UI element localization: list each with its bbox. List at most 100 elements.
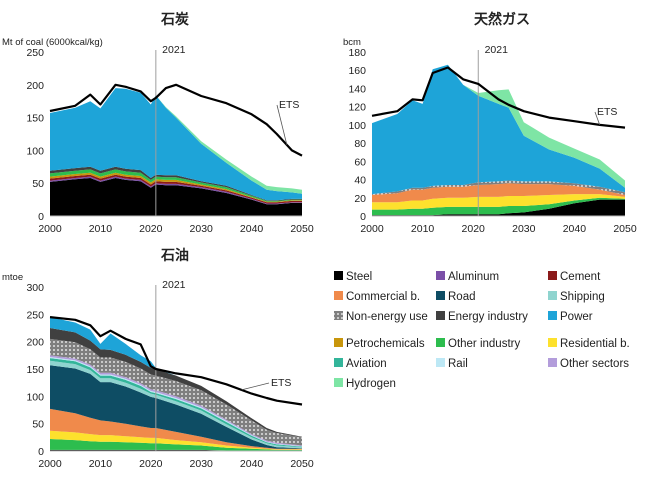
y-tick-label: 250 — [26, 47, 44, 59]
area-coal-petrochemicals — [50, 172, 302, 203]
legend-label-steel: Steel — [346, 271, 372, 283]
x-tick-label: 2010 — [411, 223, 435, 235]
y-tick-label: 100 — [26, 391, 44, 403]
y-tick-label: 0 — [38, 211, 44, 223]
y-tick-label: 80 — [354, 138, 366, 150]
x-tick-label: 2000 — [38, 458, 62, 470]
ets-leader-coal — [276, 104, 288, 146]
legend-item-aviation: Aviation — [334, 358, 387, 370]
y-tick-label: 300 — [26, 282, 44, 294]
marker-label-2021: 2021 — [485, 44, 509, 56]
x-tick-label: 2000 — [360, 223, 384, 235]
legend-label-aviation: Aviation — [346, 358, 387, 370]
area-gas-other_industry — [372, 197, 625, 216]
legend-label-energy_industry: Energy industry — [448, 311, 528, 323]
legend-item-hydrogen: Hydrogen — [334, 378, 396, 390]
legend-item-steel: Steel — [334, 271, 372, 283]
y-tick-label: 150 — [26, 113, 44, 125]
y-axis-label-gas: bcm — [343, 37, 361, 48]
legend-swatch-shipping — [548, 291, 557, 300]
y-tick-label: 150 — [26, 364, 44, 376]
x-tick-label: 2010 — [89, 458, 113, 470]
legend-swatch-steel — [334, 271, 343, 280]
area-coal-power — [50, 88, 302, 201]
area-gas-residential — [372, 194, 625, 210]
legend-swatch-commercial — [334, 291, 343, 300]
y-tick-label: 100 — [26, 145, 44, 157]
x-tick-label: 2050 — [290, 223, 314, 235]
y-tick-label: 200 — [26, 337, 44, 349]
legend-swatch-hydrogen — [334, 378, 343, 387]
ets-leader-gas — [594, 111, 601, 126]
y-tick-label: 50 — [32, 419, 44, 431]
legend-item-aluminum: Aluminum — [436, 271, 499, 283]
ets-leader-oil — [241, 382, 270, 391]
y-tick-label: 50 — [32, 178, 44, 190]
legend-item-residential: Residential b. — [548, 338, 630, 350]
legend-item-shipping: Shipping — [548, 291, 605, 303]
legend-swatch-aviation — [334, 358, 343, 367]
legend-item-non_energy: Non-energy use — [334, 311, 428, 323]
marker-label-2021: 2021 — [162, 44, 186, 56]
chart-oil: 石油 mtoe 0 50 100 150 200 250 300 2000 2010 2020 2030… — [2, 247, 314, 470]
x-tick-label: 2020 — [139, 223, 163, 235]
area-coal-steel — [50, 178, 302, 216]
y-tick-label: 180 — [348, 47, 366, 59]
y-tick-label: 140 — [348, 83, 366, 95]
legend-label-other_sectors: Other sectors — [560, 358, 629, 370]
y-tick-label: 60 — [354, 156, 366, 168]
legend-swatch-road — [436, 291, 445, 300]
chart-coal: 石炭 Mt of coal (6000kcal/kg) 0 50 100 150 200 25… — [2, 11, 314, 235]
legend-label-rail: Rail — [448, 358, 468, 370]
area-oil-residential — [50, 430, 302, 450]
y-tick-label: 200 — [26, 80, 44, 92]
legend-item-rail: Rail — [436, 358, 468, 370]
legend-label-road: Road — [448, 291, 476, 303]
y-tick-label: 40 — [354, 175, 366, 187]
legend-label-commercial: Commercial b. — [346, 291, 420, 303]
legend-swatch-non_energy — [334, 311, 343, 320]
legend-swatch-cement — [548, 271, 557, 280]
legend-item-energy_industry: Energy industry — [436, 311, 528, 323]
legend-label-other_industry: Other industry — [448, 338, 520, 350]
x-tick-label: 2040 — [240, 223, 264, 235]
legend-label-non_energy: Non-energy use — [346, 311, 428, 323]
x-tick-label: 2040 — [563, 223, 587, 235]
x-tick-label: 2050 — [613, 223, 637, 235]
legend-label-shipping: Shipping — [560, 291, 605, 303]
area-oil-road — [50, 365, 302, 449]
legend-swatch-aluminum — [436, 271, 445, 280]
legend-item-power: Power — [548, 311, 593, 323]
x-tick-label: 2050 — [290, 458, 314, 470]
legend-label-residential: Residential b. — [560, 338, 630, 350]
legend-label-cement: Cement — [560, 271, 601, 283]
x-tick-label: 2030 — [190, 458, 214, 470]
legend-label-hydrogen: Hydrogen — [346, 378, 396, 390]
area-oil-energy_industry — [50, 328, 302, 438]
y-tick-label: 0 — [38, 446, 44, 458]
marker-label-2021: 2021 — [162, 279, 186, 291]
area-coal-other_industry — [50, 169, 302, 202]
area-oil-shipping — [50, 360, 302, 449]
legend-swatch-residential — [548, 338, 557, 347]
y-axis-label-coal: Mt of coal (6000kcal/kg) — [2, 37, 103, 48]
ets-line-gas — [371, 66, 626, 129]
legend-item-other_industry: Other industry — [436, 338, 520, 350]
y-tick-label: 100 — [348, 120, 366, 132]
legend-item-commercial: Commercial b. — [334, 291, 420, 303]
area-oil-other_industry — [50, 439, 302, 451]
legend: Steel Aluminum Cement Commercial b. Road Ship… — [334, 271, 630, 390]
legend-swatch-petrochemicals — [334, 338, 343, 347]
x-tick-label: 2030 — [512, 223, 536, 235]
y-tick-label: 250 — [26, 309, 44, 321]
legend-swatch-rail — [436, 358, 445, 367]
ets-line-coal — [49, 83, 303, 157]
area-oil-non_energy — [50, 338, 302, 446]
area-gas-steel — [372, 199, 625, 216]
area-coal-energy_industry — [50, 166, 302, 201]
x-tick-label: 2000 — [38, 223, 62, 235]
legend-item-petrochemicals: Petrochemicals — [334, 338, 425, 350]
ets-line-oil — [49, 316, 303, 406]
